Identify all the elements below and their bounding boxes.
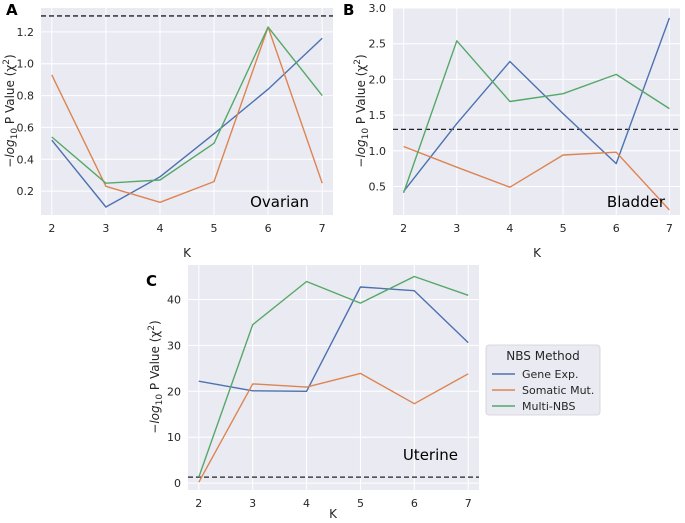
y-tick-label: 0.8 (17, 90, 35, 103)
x-tick-label: 7 (666, 222, 673, 235)
y-tick-label: 0 (174, 477, 181, 490)
x-tick-label: 3 (453, 222, 460, 235)
legend-frame (485, 344, 601, 416)
cancer-type-annotation: Uterine (403, 446, 458, 464)
y-tick-label: 40 (167, 293, 181, 306)
y-tick-label: 20 (167, 385, 181, 398)
panel-letter: B (343, 1, 354, 19)
y-tick-label: 0.2 (17, 185, 35, 198)
y-tick-label: 3.0 (369, 2, 387, 15)
plot-area (393, 8, 680, 215)
series-line-somatic-mut (198, 372, 469, 483)
y-axis-label: −log10 P Value (χ2) (353, 54, 371, 167)
series-line-somatic-mut (403, 145, 670, 211)
plot-area (41, 8, 333, 215)
panel-letter: A (6, 1, 18, 19)
y-tick-label: 1.2 (17, 26, 35, 39)
x-tick-label: 6 (411, 497, 418, 510)
cancer-type-annotation: Bladder (607, 193, 666, 211)
y-axis-label: −log10 P Value (χ2) (2, 54, 20, 167)
x-tick-label: 7 (319, 222, 326, 235)
series-line-multi-nbs (51, 26, 323, 184)
x-tick-label: 4 (156, 222, 163, 235)
x-axis-label: K (533, 246, 542, 260)
panel-a: 2 3 4 5 6 7 0.2 0.4 0.6 0.8 1.0 1.2 Ovarian A K −log10 … (2, 1, 333, 260)
x-axis-label: K (329, 507, 338, 521)
x-tick-label: 4 (506, 222, 513, 235)
x-tick-label: 2 (48, 222, 55, 235)
y-tick-label: 1.0 (369, 145, 387, 158)
y-tick-label: 10 (167, 431, 181, 444)
x-axis-label: K (183, 246, 192, 260)
y-tick-label: 0.5 (369, 180, 387, 193)
x-tick-label: 6 (265, 222, 272, 235)
panel-letter: C (146, 272, 157, 290)
x-tick-label: 5 (560, 222, 567, 235)
y-tick-label: 1.0 (17, 58, 35, 71)
legend-title: NBS Method (506, 349, 579, 363)
x-tick-label: 2 (195, 497, 202, 510)
y-tick-label: 0.4 (17, 153, 35, 166)
x-tick-label: 2 (400, 222, 407, 235)
y-tick-label: 30 (167, 339, 181, 352)
series-line-gene-exp (51, 37, 323, 208)
series-line-multi-nbs (402, 40, 670, 194)
legend-label-multi-nbs: Multi-NBS (522, 400, 575, 413)
x-tick-label: 5 (357, 497, 364, 510)
y-tick-label: 2.0 (369, 73, 387, 86)
panel-c: 2 3 4 5 6 7 0 10 20 30 40 Uterine C K −log10 P Value (… (146, 265, 479, 521)
y-tick-label: 0.6 (17, 121, 35, 134)
y-axis-label: −log10 P Value (χ2) (147, 320, 165, 433)
legend-label-gene-exp: Gene Exp. (522, 368, 578, 381)
plot-area (188, 265, 479, 490)
x-tick-label: 3 (249, 497, 256, 510)
x-tick-label: 4 (303, 497, 310, 510)
series-line-somatic-mut (51, 26, 323, 204)
y-tick-label: 2.5 (369, 38, 387, 51)
x-tick-label: 3 (102, 222, 109, 235)
cancer-type-annotation: Ovarian (250, 193, 309, 211)
x-tick-label: 7 (465, 497, 472, 510)
x-tick-label: 6 (613, 222, 620, 235)
legend: NBS Method Gene Exp. Somatic Mut. Multi-… (485, 344, 601, 416)
series-line-gene-exp (198, 286, 469, 392)
y-tick-label: 1.5 (369, 109, 387, 122)
panel-b: 2 3 4 5 6 7 0.5 1.0 1.5 2.0 2.5 3.0 Bladder B K −log10 … (343, 1, 680, 260)
series-line-multi-nbs (198, 275, 469, 478)
series-line-gene-exp (403, 17, 671, 192)
x-tick-label: 5 (211, 222, 218, 235)
legend-label-somatic-mut: Somatic Mut. (522, 384, 594, 397)
